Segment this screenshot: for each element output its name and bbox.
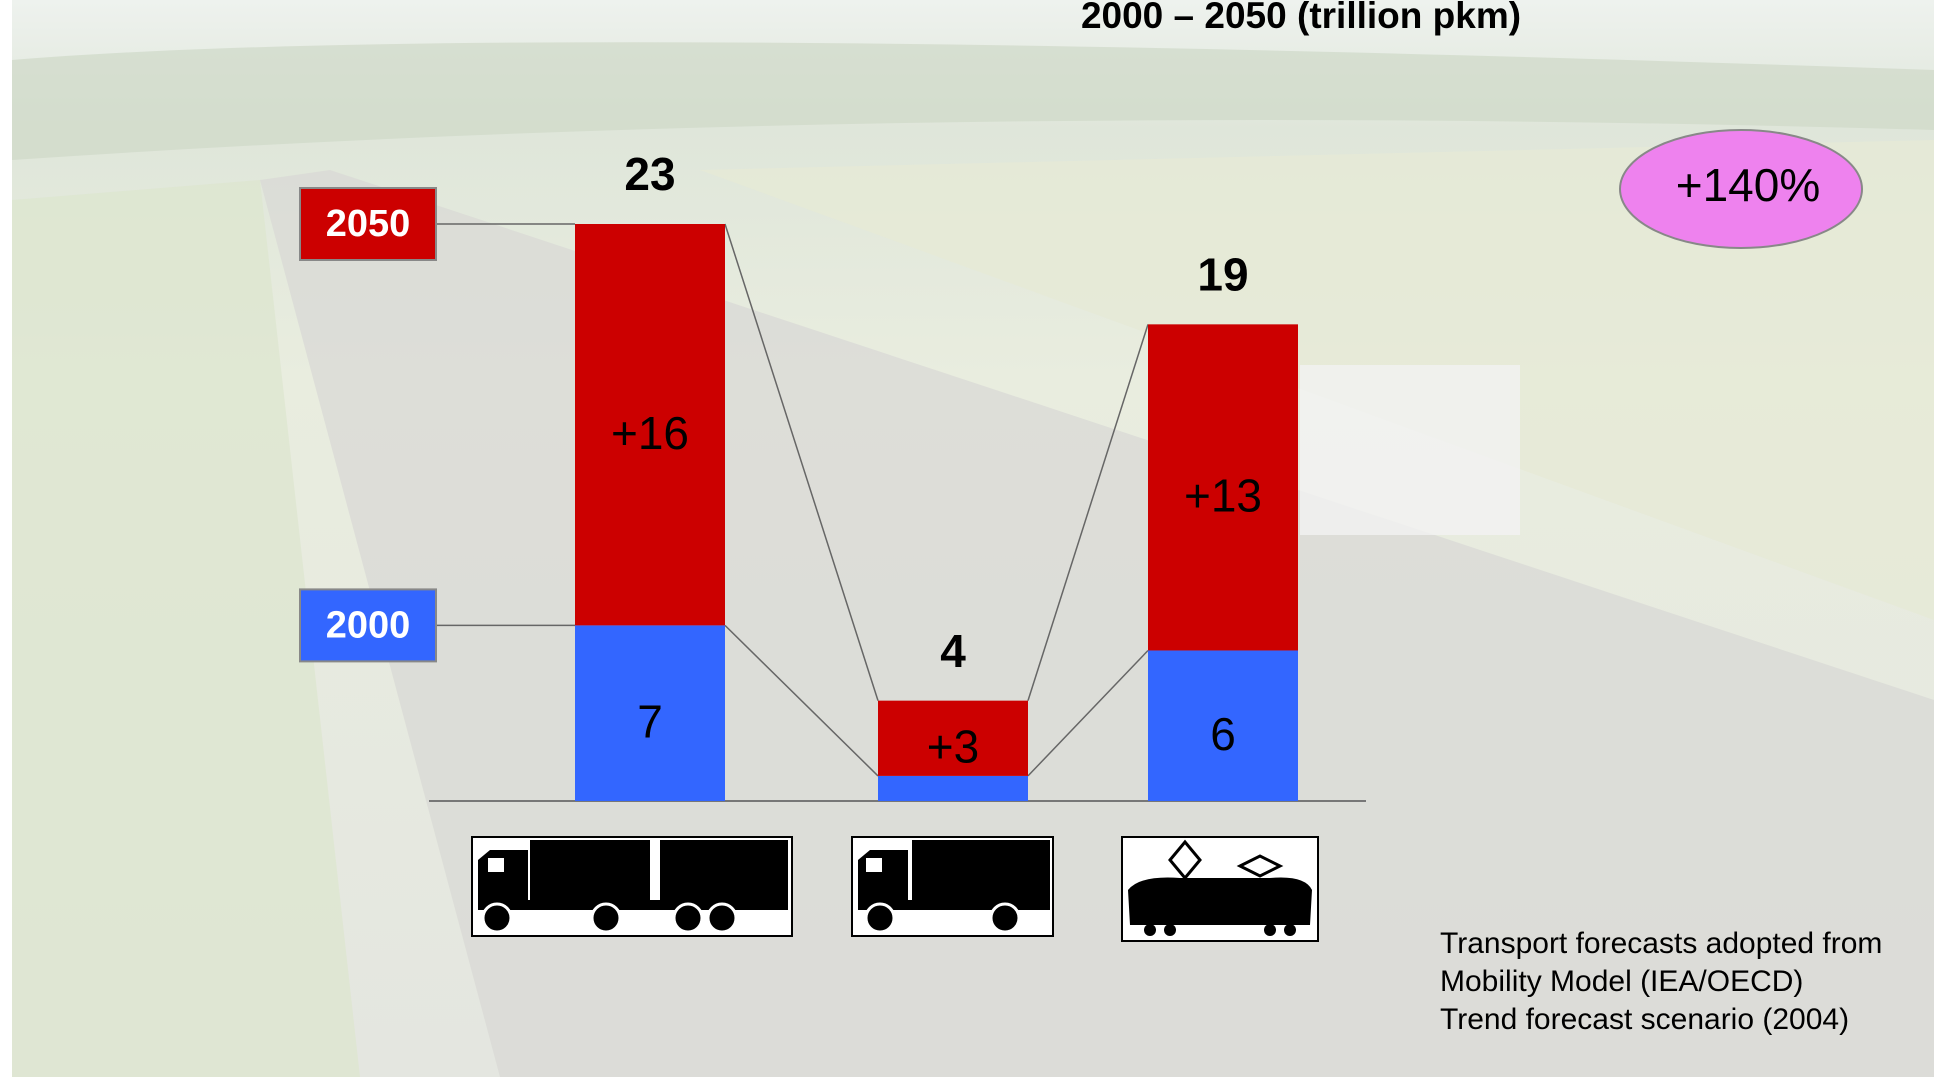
note: Transport forecasts adopted from [1440,927,1882,960]
total-label: 19 [1197,249,1248,301]
total-label: 23 [624,148,675,200]
annotation: +140% [1676,159,1821,211]
truck-icon [852,837,1053,936]
value-label: 7 [637,695,663,747]
legend-label: 2000 [326,604,411,646]
bar-segment [878,776,1028,801]
legend-label: 2050 [326,203,411,245]
value-label: 6 [1210,708,1236,760]
value-label: +13 [1184,470,1262,522]
chart-title: 2000 – 2050 (trillion pkm) [1081,0,1521,36]
value-label: +3 [927,720,979,772]
truck-trailer-icon [472,837,792,936]
icons [472,837,1318,941]
chart: 2000 – 2050 (trillion pkm) [0,0,1934,1077]
train-icon [1122,837,1318,941]
total-label: 4 [940,625,966,677]
value-label: +16 [611,407,689,459]
note: Trend forecast scenario (2004) [1440,1003,1849,1036]
note: Mobility Model (IEA/OECD) [1440,965,1803,998]
page: 2000 – 2050 (trillion pkm) [0,0,1934,1077]
